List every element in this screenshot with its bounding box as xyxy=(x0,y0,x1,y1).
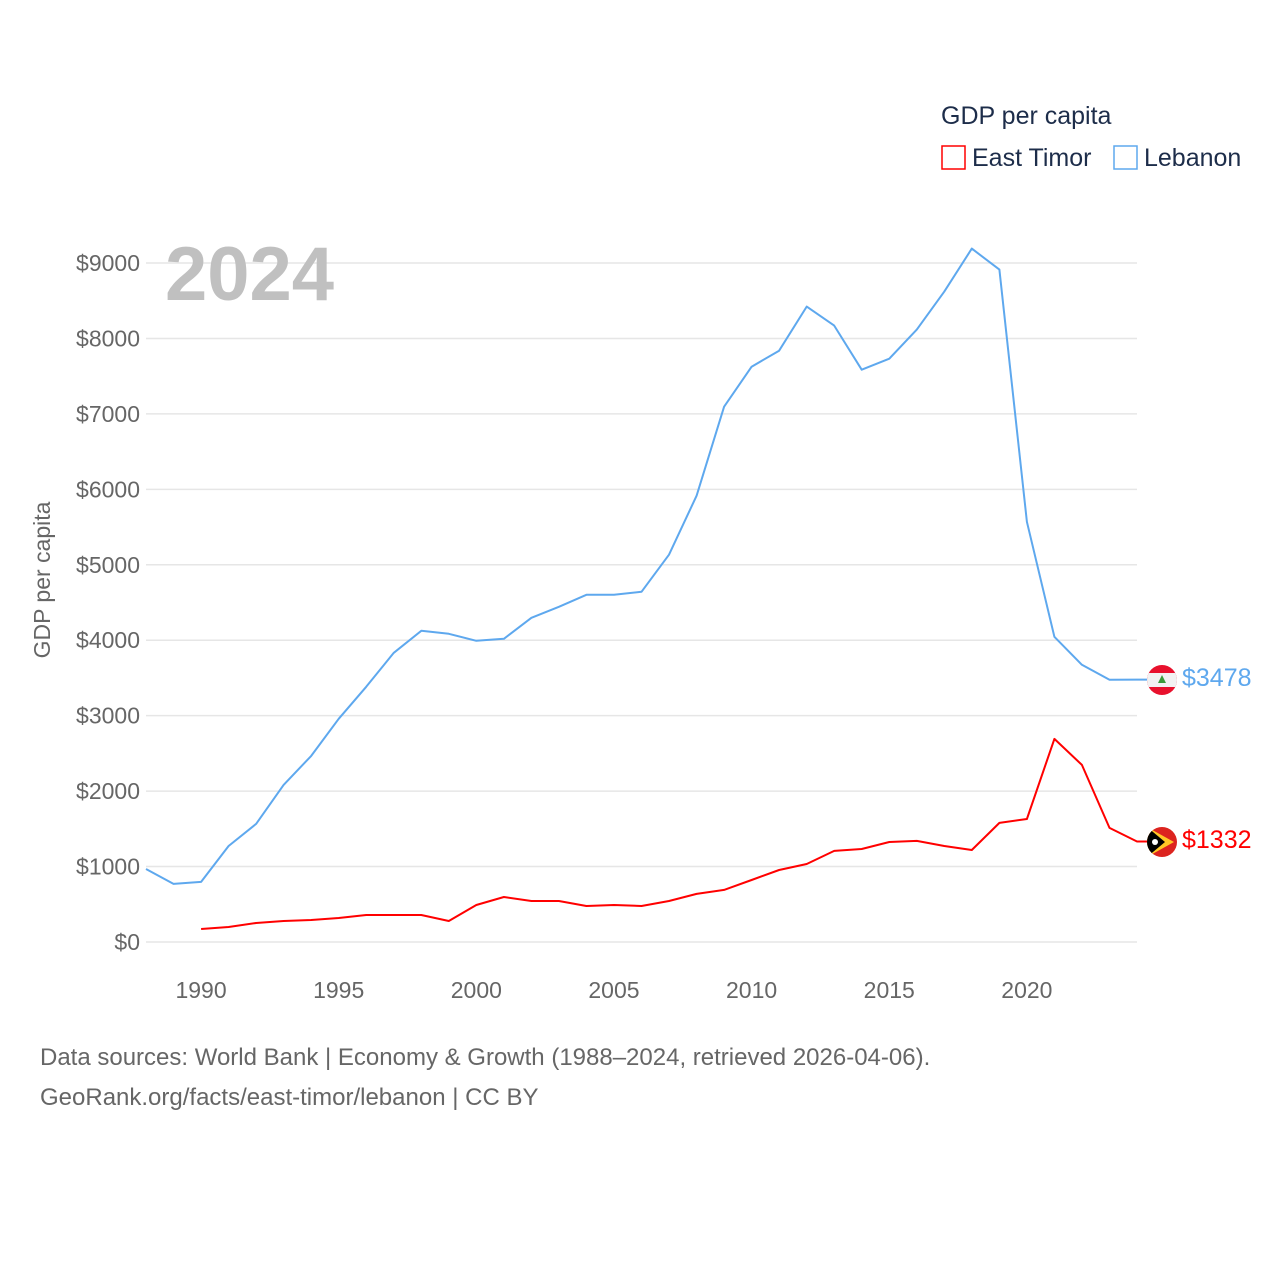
x-tick-label: 2000 xyxy=(451,977,502,1003)
legend-label-east-timor[interactable]: East Timor xyxy=(972,144,1091,172)
y-tick-label: $2000 xyxy=(76,778,140,804)
end-label-lebanon: $3478 xyxy=(1182,664,1252,692)
footer-link[interactable]: GeoRank.org/facts/east-timor/lebanon | C… xyxy=(40,1084,539,1111)
x-tick-label: 2010 xyxy=(726,977,777,1003)
y-tick-label: $4000 xyxy=(76,627,140,653)
series-lines xyxy=(145,247,1148,930)
series-line-east-timor[interactable] xyxy=(201,737,1148,930)
lebanon-flag-icon xyxy=(1147,665,1177,695)
x-tick-label: 2020 xyxy=(1001,977,1052,1003)
y-tick-label: $5000 xyxy=(76,552,140,578)
x-tick-label: 2015 xyxy=(864,977,915,1003)
y-tick-label: $9000 xyxy=(76,250,140,276)
series-line-lebanon[interactable] xyxy=(145,247,1148,885)
y-tick-label: $6000 xyxy=(76,476,140,502)
y-tick-label: $7000 xyxy=(76,401,140,427)
legend-swatch-lebanon[interactable] xyxy=(1113,145,1138,170)
legend: GDP per capita East Timor Lebanon xyxy=(941,102,1241,172)
east-timor-flag-icon xyxy=(1147,827,1177,857)
legend-swatch-east-timor[interactable] xyxy=(941,145,966,170)
y-tick-label: $0 xyxy=(114,929,140,955)
legend-label-lebanon[interactable]: Lebanon xyxy=(1144,144,1241,172)
x-tick-label: 1990 xyxy=(175,977,226,1003)
end-label-east-timor: $1332 xyxy=(1182,826,1252,854)
y-tick-label: $3000 xyxy=(76,703,140,729)
x-tick-label: 1995 xyxy=(313,977,364,1003)
y-tick-label: $1000 xyxy=(76,854,140,880)
legend-title: GDP per capita xyxy=(941,102,1112,130)
y-axis-label: GDP per capita xyxy=(29,501,55,658)
footer-sources: Data sources: World Bank | Economy & Gro… xyxy=(40,1044,931,1071)
x-tick-label: 2005 xyxy=(588,977,639,1003)
y-tick-label: $8000 xyxy=(76,325,140,351)
year-watermark: 2024 xyxy=(165,232,334,317)
grid: $0 $1000 $2000 $3000 $4000 $5000 $6000 $7000 $80… xyxy=(76,250,1137,1003)
